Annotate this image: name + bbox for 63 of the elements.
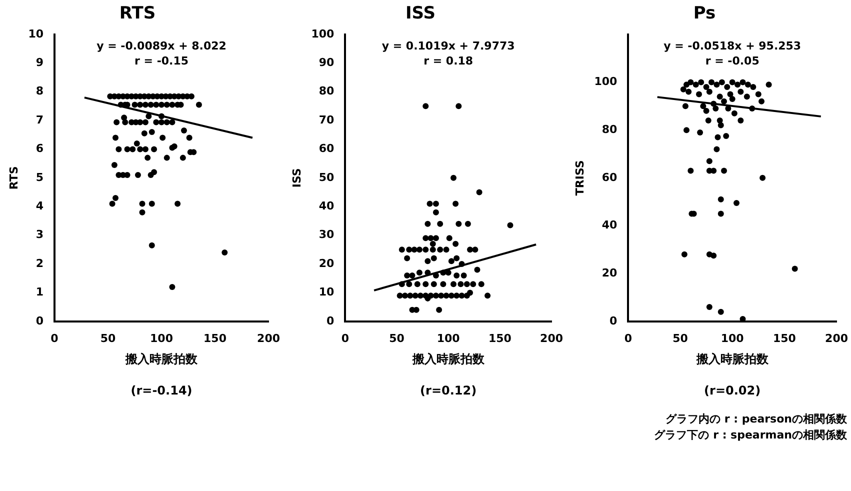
x-axis-title: 搬入時脈拍数 [411,352,486,366]
x-tick-label: 150 [204,332,227,345]
y-axis-title: TRISS [573,160,586,196]
y-axis-title: RTS [7,166,20,190]
y-tick-label: 8 [36,84,44,98]
y-axis-title: ISS [290,168,304,188]
x-tick-label: 100 [720,332,744,345]
x-tick-label: 50 [672,332,688,345]
x-tick-label: 100 [436,332,460,345]
y-tick-label: 7 [36,113,44,126]
x-tick-label: 200 [540,332,564,345]
y-tick-label: 0 [36,314,44,328]
y-tick-label: 70 [318,113,335,126]
y-tick-label: 60 [602,170,618,184]
y-tick-label: 0 [610,314,618,328]
chart-title: ISS [405,4,436,24]
annotation: y = -0.0089x + 8.022 [96,39,226,52]
text: (r=-0.14) [130,384,192,398]
x-tick-label: 100 [150,332,174,345]
annotation: r = -0.05 [705,54,760,68]
annotation: r = -0.15 [134,54,189,68]
x-axis-title: 搬入時脈拍数 [695,352,770,366]
y-tick-label: 50 [318,170,335,184]
x-tick-label: 200 [825,332,848,345]
y-tick-label: 100 [594,75,618,88]
y-tick-label: 9 [36,56,44,69]
y-tick-label: 0 [326,314,335,328]
y-tick-label: 80 [318,84,335,98]
y-tick-label: 20 [602,266,618,280]
chart-title: RTS [119,4,156,24]
y-tick-label: 10 [28,27,44,40]
y-tick-label: 2 [36,256,44,270]
x-tick-label: 50 [100,332,116,345]
y-tick-label: 100 [311,27,334,40]
x-tick-label: 0 [50,332,59,345]
x-tick-label: 150 [488,332,512,345]
y-tick-label: 10 [318,286,335,299]
y-tick-label: 4 [36,199,44,212]
x-tick-label: 0 [624,332,632,345]
y-tick-label: 30 [318,228,335,242]
text: (r=0.12) [420,384,477,398]
y-tick-label: 20 [318,256,335,270]
y-tick-label: 5 [36,170,44,184]
text: グラフ下の r : spearmanの相関係数 [654,428,848,442]
annotation: y = 0.1019x + 7.9773 [382,39,515,52]
y-tick-label: 40 [318,199,335,212]
x-tick-label: 200 [257,332,280,345]
y-tick-label: 3 [36,228,44,242]
y-tick-label: 90 [318,56,335,69]
x-tick-label: 50 [389,332,405,345]
x-tick-label: 0 [341,332,350,345]
x-tick-label: 150 [772,332,796,345]
text: (r=0.02) [704,384,761,398]
y-tick-label: 80 [602,122,618,136]
y-tick-label: 40 [602,218,618,232]
y-tick-label: 60 [318,142,335,156]
y-tick-label: 6 [36,142,44,156]
y-tick-label: 1 [36,286,44,299]
annotation: r = 0.18 [424,54,474,68]
chart-title: Ps [693,4,716,24]
annotation: y = -0.0518x + 95.253 [664,39,802,52]
x-axis-title: 搬入時脈拍数 [124,352,199,366]
text: グラフ内の r : pearsonの相関係数 [666,412,848,426]
